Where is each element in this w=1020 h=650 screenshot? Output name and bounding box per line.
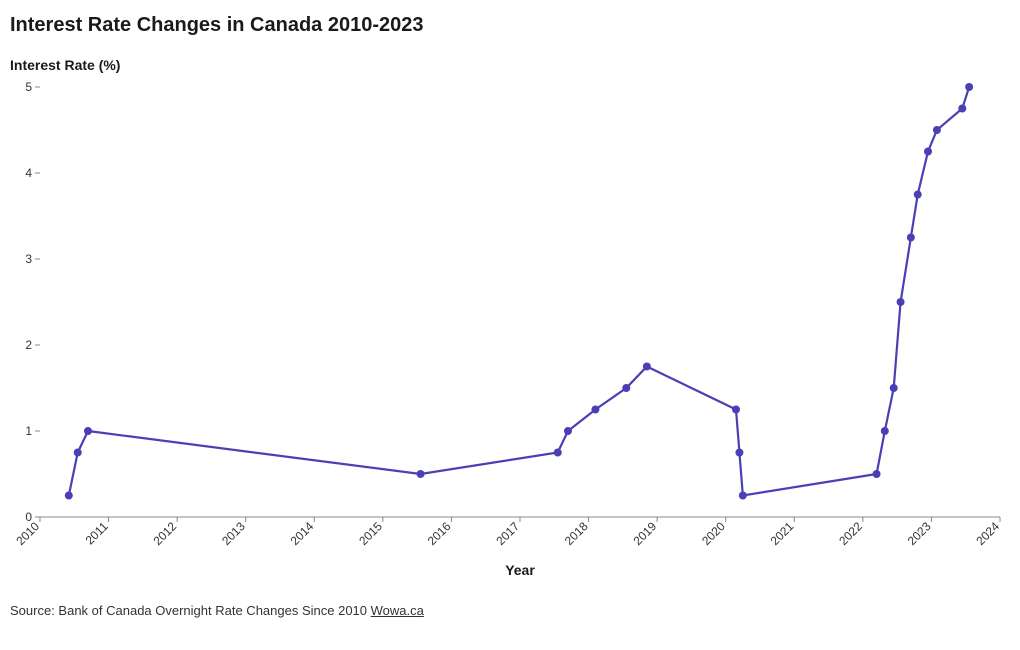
data-point — [739, 492, 747, 500]
chart-container: Interest Rate Changes in Canada 2010-202… — [0, 0, 1020, 650]
y-axis-title: Interest Rate (%) — [10, 57, 1010, 73]
svg-text:2015: 2015 — [356, 519, 385, 548]
data-point — [643, 363, 651, 371]
source-prefix: Source: Bank of Canada Overnight Rate Ch… — [10, 603, 371, 618]
data-point — [735, 449, 743, 457]
svg-text:2021: 2021 — [768, 519, 797, 548]
data-point — [933, 126, 941, 134]
svg-text:2023: 2023 — [905, 519, 934, 548]
svg-text:2022: 2022 — [836, 519, 865, 548]
data-point — [914, 191, 922, 199]
data-point — [564, 427, 572, 435]
data-point — [897, 298, 905, 306]
svg-text:1: 1 — [25, 424, 32, 438]
data-point — [65, 492, 73, 500]
svg-text:2013: 2013 — [219, 519, 248, 548]
data-point — [84, 427, 92, 435]
svg-text:2020: 2020 — [699, 519, 728, 548]
data-point — [907, 234, 915, 242]
data-point — [732, 406, 740, 414]
data-point — [958, 105, 966, 113]
svg-text:2016: 2016 — [425, 519, 454, 548]
svg-text:2011: 2011 — [83, 519, 111, 547]
data-point — [965, 83, 973, 91]
svg-text:2: 2 — [25, 338, 32, 352]
svg-text:2014: 2014 — [288, 519, 317, 548]
chart-svg: 0123452010201120122013201420152016201720… — [10, 77, 1010, 597]
data-point — [591, 406, 599, 414]
data-point — [622, 384, 630, 392]
source-link[interactable]: Wowa.ca — [371, 603, 424, 618]
source-line: Source: Bank of Canada Overnight Rate Ch… — [10, 603, 1010, 618]
chart-title: Interest Rate Changes in Canada 2010-202… — [10, 14, 1010, 37]
svg-text:Year: Year — [505, 562, 535, 578]
svg-text:2012: 2012 — [150, 519, 179, 548]
svg-text:2019: 2019 — [630, 519, 659, 548]
data-point — [554, 449, 562, 457]
data-point — [890, 384, 898, 392]
svg-text:2024: 2024 — [973, 519, 1002, 548]
svg-text:2017: 2017 — [493, 519, 522, 548]
data-point — [924, 148, 932, 156]
svg-text:2018: 2018 — [562, 519, 591, 548]
data-point — [873, 470, 881, 478]
svg-text:3: 3 — [25, 252, 32, 266]
data-point — [881, 427, 889, 435]
svg-text:5: 5 — [25, 80, 32, 94]
data-point — [417, 470, 425, 478]
data-point — [74, 449, 82, 457]
svg-text:4: 4 — [25, 166, 32, 180]
svg-text:2010: 2010 — [13, 519, 42, 548]
